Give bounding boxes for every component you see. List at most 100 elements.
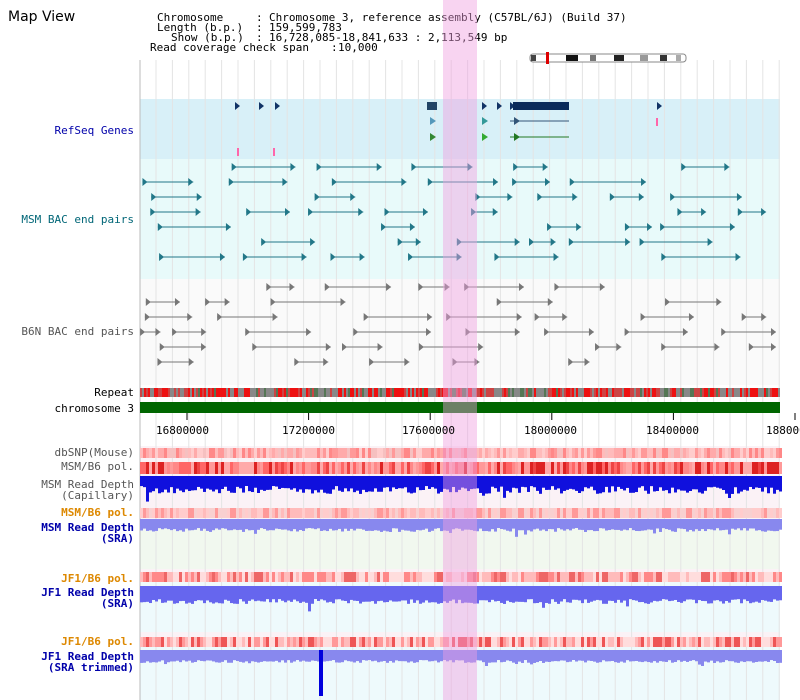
msm-depth-sra-bar bbox=[653, 519, 656, 534]
msm-depth-cap-bar bbox=[284, 476, 287, 489]
msm-pol2-strip bbox=[140, 508, 143, 518]
jf1-pol2-strip bbox=[596, 637, 599, 647]
msm-pol2-strip bbox=[677, 508, 680, 518]
track-label-dbsnp[interactable]: dbSNP(Mouse) bbox=[54, 446, 134, 459]
msm-bac-pair-end bbox=[547, 223, 553, 231]
msm-depth-cap-bar bbox=[149, 476, 152, 493]
b6n-bac-pair-end bbox=[386, 283, 392, 291]
msm-pol2-strip bbox=[230, 508, 233, 518]
msm-bac-pair-end bbox=[282, 178, 288, 186]
jf1-pol-strip bbox=[599, 572, 602, 582]
jf1-depth-sra-bar bbox=[419, 586, 422, 604]
b6n-bac-pair-end bbox=[323, 358, 329, 366]
jf1-depth-sra-bar bbox=[650, 586, 653, 603]
msm-pol-strip bbox=[164, 462, 167, 474]
msm-pol2-strip bbox=[164, 508, 167, 518]
msm-depth-cap-bar bbox=[545, 476, 548, 490]
track-label-chromosome[interactable]: chromosome 3 bbox=[54, 402, 134, 415]
jf1-pol-strip bbox=[323, 572, 326, 582]
msm-pol-strip bbox=[176, 462, 179, 474]
track-label-refseq[interactable]: RefSeq Genes bbox=[54, 124, 134, 137]
repeat-segment bbox=[646, 388, 648, 397]
jf1-depth-sra-bar bbox=[440, 586, 443, 604]
jf1-depth-trim-bar bbox=[446, 650, 449, 662]
dbsnp-strip bbox=[392, 448, 395, 458]
repeat-segment bbox=[392, 388, 394, 397]
msm-pol2-strip bbox=[281, 508, 284, 518]
msm-bac-pair-end bbox=[151, 193, 157, 201]
jf1-pol-strip bbox=[626, 572, 629, 582]
jf1-depth-sra-bar bbox=[347, 586, 350, 604]
msm-pol2-strip bbox=[383, 508, 386, 518]
jf1-pol-strip bbox=[470, 572, 473, 582]
msm-depth-cap-bar bbox=[332, 476, 335, 490]
track-label-msm-b6-pol-2[interactable]: MSM/B6 pol. bbox=[61, 506, 134, 519]
msm-pol2-strip bbox=[149, 508, 152, 518]
track-label-msm-depth-sra[interactable]: MSM Read Depth (SRA) bbox=[41, 522, 134, 544]
track-label-msm-bac[interactable]: MSM BAC end pairs bbox=[21, 213, 134, 226]
dbsnp-strip bbox=[413, 448, 416, 458]
msm-pol2-strip bbox=[479, 508, 482, 518]
jf1-depth-sra-bar bbox=[464, 586, 467, 603]
jf1-pol-strip bbox=[209, 572, 212, 582]
msm-pol-strip bbox=[485, 462, 488, 474]
jf1-depth-trim-bar bbox=[752, 650, 755, 663]
msm-depth-sra-bar bbox=[719, 519, 722, 531]
msm-pol2-strip bbox=[728, 508, 731, 518]
msm-depth-sra-bar bbox=[383, 519, 386, 531]
jf1-pol-strip bbox=[524, 572, 527, 582]
dbsnp-strip bbox=[521, 448, 524, 458]
track-label-b6n-bac[interactable]: B6N BAC end pairs bbox=[21, 325, 134, 338]
jf1-depth-trim-bar bbox=[341, 650, 344, 663]
msm-pol2-strip bbox=[542, 508, 545, 518]
jf1-depth-sra-bar bbox=[722, 586, 725, 604]
gene-arrow bbox=[510, 102, 515, 110]
msm-pol2-strip bbox=[203, 508, 206, 518]
msm-pol-strip bbox=[230, 462, 233, 474]
msm-depth-cap-bar bbox=[737, 476, 740, 494]
jf1-pol-strip bbox=[698, 572, 701, 582]
jf1-depth-sra-bar bbox=[308, 586, 311, 612]
track-label-msm-depth-capillary[interactable]: MSM Read Depth (Capillary) bbox=[41, 479, 134, 501]
msm-pol2-strip bbox=[692, 508, 695, 518]
ideogram-band bbox=[590, 55, 596, 61]
repeat-segment bbox=[386, 388, 388, 397]
dbsnp-strip bbox=[746, 448, 749, 458]
msm-depth-cap-bar bbox=[230, 476, 233, 493]
jf1-pol-strip bbox=[350, 572, 353, 582]
jf1-pol2-strip bbox=[548, 637, 551, 647]
jf1-pol-strip bbox=[677, 572, 680, 582]
jf1-depth-trim-bar bbox=[626, 650, 629, 661]
msm-depth-sra-bar bbox=[449, 519, 452, 533]
msm-depth-cap-bar bbox=[779, 476, 782, 492]
jf1-pol2-strip bbox=[455, 637, 458, 647]
jf1-depth-trim-bar bbox=[698, 650, 701, 665]
jf1-pol-strip bbox=[719, 572, 722, 582]
dbsnp-strip bbox=[155, 448, 158, 458]
b6n-bac-pair-end bbox=[518, 283, 524, 291]
jf1-depth-trim-bar bbox=[443, 650, 446, 661]
track-label-jf1-depth-trimmed[interactable]: JF1 Read Depth (SRA trimmed) bbox=[41, 651, 134, 673]
track-label-repeat[interactable]: Repeat bbox=[94, 386, 134, 399]
msm-pol-strip bbox=[380, 462, 383, 474]
track-label-jf1-depth-sra[interactable]: JF1 Read Depth (SRA) bbox=[41, 587, 134, 609]
track-label-jf1-b6-pol[interactable]: JF1/B6 pol. bbox=[61, 572, 134, 585]
msm-pol-strip bbox=[728, 462, 731, 474]
repeat-segment bbox=[712, 388, 714, 397]
track-label-msm-b6-pol[interactable]: MSM/B6 pol. bbox=[61, 460, 134, 473]
label-line: (SRA) bbox=[100, 532, 134, 545]
jf1-depth-trim-bar bbox=[296, 650, 299, 661]
track-label-jf1-b6-pol-2[interactable]: JF1/B6 pol. bbox=[61, 635, 134, 648]
msm-pol2-strip bbox=[611, 508, 614, 518]
msm-pol2-strip bbox=[698, 508, 701, 518]
jf1-pol2-strip bbox=[506, 637, 509, 647]
repeat-segment bbox=[204, 388, 206, 397]
dbsnp-strip bbox=[737, 448, 740, 458]
jf1-pol-strip bbox=[383, 572, 386, 582]
jf1-pol-strip bbox=[386, 572, 389, 582]
msm-depth-sra-bar bbox=[341, 519, 344, 532]
jf1-depth-sra-bar bbox=[458, 586, 461, 600]
msm-pol-strip bbox=[464, 462, 467, 474]
axis-tick-label: 18800000 bbox=[766, 424, 800, 437]
